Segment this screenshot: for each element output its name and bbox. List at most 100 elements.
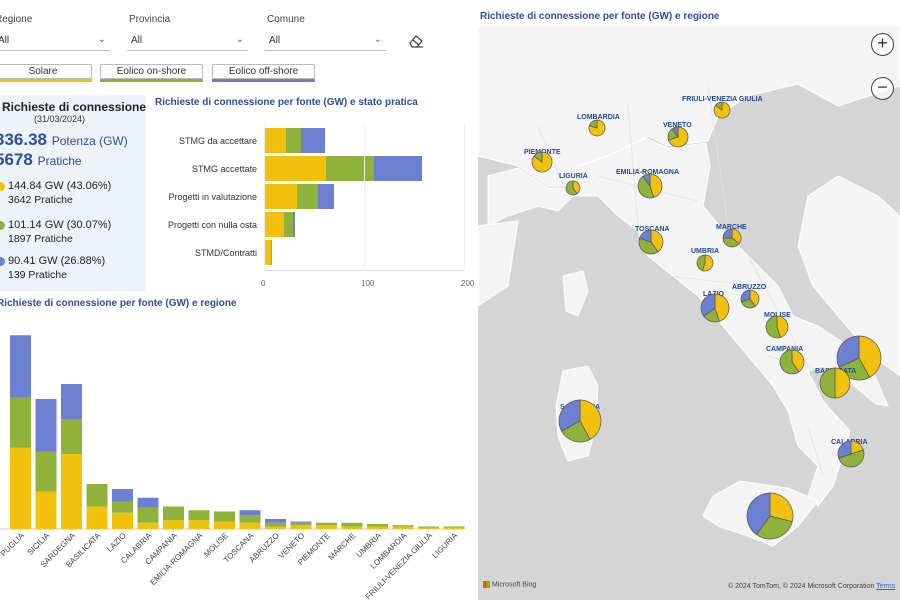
region-bar-solare[interactable] <box>35 491 57 530</box>
eraser-icon[interactable] <box>408 33 424 49</box>
zoom-in-button[interactable]: + <box>871 33 894 56</box>
map-pie-toscana[interactable] <box>638 229 664 255</box>
stato-bar-onshore[interactable] <box>326 156 374 181</box>
solare-button[interactable]: Solare <box>0 64 92 82</box>
region-bar-onshore[interactable] <box>392 525 414 527</box>
region-bar-onshore[interactable] <box>316 522 337 526</box>
chevron-down-icon: ⌄ <box>373 34 382 45</box>
stato-bar-onshore[interactable] <box>286 128 301 153</box>
stato-bar-offshore[interactable] <box>374 156 422 181</box>
stato-bar-offshore[interactable] <box>318 184 334 209</box>
stato-bar-solare[interactable] <box>264 184 297 209</box>
onshore-pratiche: 1897 Pratiche <box>8 233 73 245</box>
eolico-offshore-underline <box>212 79 315 82</box>
map-pie-umbria[interactable] <box>696 254 714 272</box>
region-bar-solare[interactable] <box>214 521 235 530</box>
stato-bar-onshore[interactable] <box>284 212 293 237</box>
zoom-out-button[interactable]: − <box>871 77 894 100</box>
region-bar-onshore[interactable] <box>239 515 261 523</box>
region-bar-solare[interactable] <box>290 525 312 529</box>
region-bar-solare[interactable] <box>10 447 31 529</box>
map-pie-lazio[interactable] <box>700 293 730 323</box>
map-pie-piemonte[interactable] <box>531 151 553 173</box>
eolico-offshore-button[interactable]: Eolico off-shore <box>212 64 315 82</box>
region-bar-onshore[interactable] <box>86 484 108 507</box>
pie-slice <box>715 101 723 111</box>
stato-bar-offshore[interactable] <box>301 128 325 153</box>
region-bar-solare[interactable] <box>61 454 82 529</box>
region-bar-solare[interactable] <box>418 527 439 529</box>
provincia-dropdown[interactable]: All ⌄ <box>127 32 248 51</box>
region-bar-solare[interactable] <box>392 526 414 530</box>
region-bar-offshore[interactable] <box>137 497 159 508</box>
region-bar-solare[interactable] <box>443 527 465 529</box>
region-bar-offshore[interactable] <box>10 335 31 398</box>
map-pie-friuli-venezia-giulia[interactable] <box>713 101 731 119</box>
region-bar-solare[interactable] <box>341 526 363 530</box>
region-bar-onshore[interactable] <box>443 526 465 528</box>
region-bar-onshore[interactable] <box>214 511 235 522</box>
region-bar-onshore[interactable] <box>188 510 210 521</box>
eolico-onshore-button[interactable]: Eolico on-shore <box>100 64 203 82</box>
stato-gridline <box>264 124 265 270</box>
map-pie-marche[interactable] <box>722 228 742 248</box>
region-bar-offshore[interactable] <box>35 399 57 452</box>
stato-bar-solare[interactable] <box>264 240 271 265</box>
region-bar-onshore[interactable] <box>10 397 31 448</box>
map-pie-sardegna[interactable] <box>558 399 602 443</box>
map-pie-lombardia[interactable] <box>588 119 606 137</box>
map-pie-emilia-romagna[interactable] <box>637 173 663 199</box>
region-bar-onshore[interactable] <box>341 522 363 527</box>
stato-bar-solare[interactable] <box>264 128 286 153</box>
map-pie-liguria[interactable] <box>565 180 581 196</box>
terms-link[interactable]: Terms <box>876 583 896 590</box>
map-pie-molise[interactable] <box>765 315 789 339</box>
map-pie-calabria[interactable] <box>837 440 865 468</box>
region-bar-solare[interactable] <box>188 520 210 529</box>
region-bar-onshore[interactable] <box>35 451 57 492</box>
stato-bar-solare[interactable] <box>264 156 326 181</box>
region-bar-offshore[interactable] <box>112 489 133 502</box>
region-bar-onshore[interactable] <box>61 419 82 454</box>
region-bar-offshore[interactable] <box>265 519 286 523</box>
stato-bar-offshore[interactable] <box>293 212 295 237</box>
pie-slice <box>740 289 751 303</box>
map-pie-sicilia[interactable] <box>746 492 794 540</box>
region-bar-onshore[interactable] <box>290 522 312 526</box>
pie-slice <box>779 349 800 375</box>
region-bar-onshore[interactable] <box>418 526 439 528</box>
region-bar-onshore[interactable] <box>112 501 133 513</box>
region-bar-solare[interactable] <box>163 520 184 529</box>
region-bar-solare[interactable] <box>239 522 261 529</box>
region-bar-solare[interactable] <box>112 512 133 529</box>
map-pie-veneto[interactable] <box>667 126 689 148</box>
region-bar-solare[interactable] <box>86 506 108 530</box>
pie-slice <box>836 335 860 368</box>
region-bar-offshore[interactable] <box>239 510 261 516</box>
region-bar-offshore[interactable] <box>290 521 312 523</box>
region-bar-onshore[interactable] <box>137 507 159 523</box>
region-bar-onshore[interactable] <box>265 522 286 527</box>
pie-slice <box>637 175 655 199</box>
region-bar-onshore[interactable] <box>163 506 184 521</box>
potenza-unit: Potenza (GW) <box>51 134 128 148</box>
pie-slice <box>650 229 664 253</box>
bing-label: Microsoft Bing <box>491 581 537 589</box>
regione-dropdown[interactable]: All ⌄ <box>0 32 110 51</box>
region-bar-solare[interactable] <box>137 522 159 529</box>
region-bar-solare[interactable] <box>316 525 337 529</box>
map-pie-abruzzo[interactable] <box>740 289 760 309</box>
stato-bar-onshore[interactable] <box>271 240 272 265</box>
comune-dropdown[interactable]: All ⌄ <box>265 32 386 51</box>
pie-slice <box>837 440 852 459</box>
stato-bar-onshore[interactable] <box>297 184 318 209</box>
region-bar-solare[interactable] <box>367 526 388 530</box>
map-pie-campania[interactable] <box>779 349 805 375</box>
region-bar-onshore[interactable] <box>367 524 388 527</box>
stato-bar-solare[interactable] <box>264 212 284 237</box>
region-bar-solare[interactable] <box>265 526 286 530</box>
map-pie-basilicata[interactable] <box>819 367 851 399</box>
region-bar-offshore[interactable] <box>61 384 82 419</box>
